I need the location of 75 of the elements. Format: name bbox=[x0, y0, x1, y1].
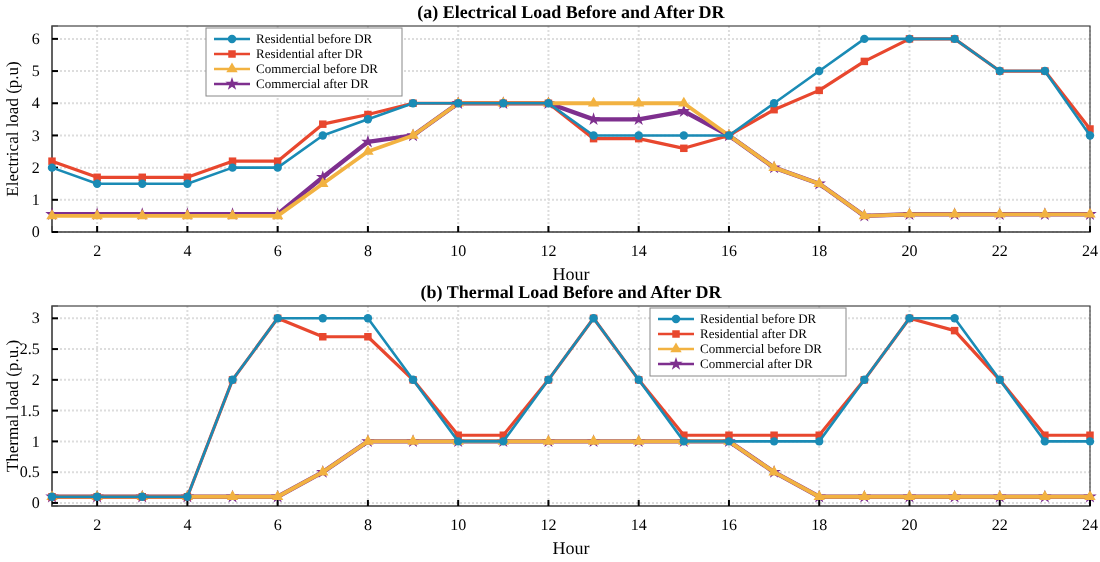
point bbox=[677, 104, 691, 118]
x-tick-label: 10 bbox=[450, 241, 467, 260]
point bbox=[950, 314, 959, 323]
point bbox=[1085, 131, 1095, 140]
y-tick-label: 4 bbox=[31, 94, 40, 113]
point bbox=[633, 96, 645, 107]
point bbox=[138, 179, 147, 188]
y-tick-label: 2 bbox=[31, 158, 40, 177]
x-tick-label: 12 bbox=[540, 241, 557, 260]
x-tick-label: 18 bbox=[811, 515, 828, 534]
y-tick-label: 3 bbox=[31, 126, 40, 145]
chart-title: (a) Electrical Load Before and After DR bbox=[417, 2, 726, 22]
x-tick-label: 14 bbox=[630, 241, 647, 260]
y-tick-label: 1.5 bbox=[19, 401, 40, 420]
x-tick-label: 22 bbox=[991, 515, 1008, 534]
x-tick-label: 6 bbox=[273, 241, 282, 260]
point bbox=[679, 131, 689, 140]
y-tick-label: 1 bbox=[31, 190, 40, 209]
x-tick-label: 20 bbox=[901, 241, 918, 260]
x-tick-label: 12 bbox=[540, 515, 557, 534]
y-tick-label: 0.5 bbox=[19, 463, 40, 482]
y-tick-label: 5 bbox=[31, 62, 40, 81]
point bbox=[183, 179, 192, 188]
point bbox=[92, 179, 102, 188]
x-tick-label: 10 bbox=[450, 515, 467, 534]
x-tick-label: 8 bbox=[363, 515, 372, 534]
point bbox=[1040, 437, 1050, 446]
x-tick-label: 4 bbox=[183, 515, 192, 534]
x-tick-label: 2 bbox=[93, 515, 102, 534]
point bbox=[318, 131, 327, 140]
x-tick-label: 20 bbox=[901, 515, 918, 534]
point bbox=[815, 66, 824, 76]
y-tick-label: 6 bbox=[31, 29, 40, 48]
y-tick-label: 1 bbox=[31, 432, 40, 451]
x-tick-label: 22 bbox=[991, 241, 1008, 260]
point bbox=[48, 157, 56, 165]
point bbox=[815, 86, 823, 95]
point bbox=[319, 120, 327, 128]
point bbox=[318, 314, 327, 323]
point bbox=[364, 333, 372, 341]
point bbox=[587, 96, 600, 107]
point bbox=[228, 163, 237, 172]
x-axis-title: Hour bbox=[552, 538, 590, 558]
x-tick-label: 4 bbox=[183, 241, 192, 260]
x-tick-label: 16 bbox=[720, 515, 737, 534]
point bbox=[680, 144, 688, 153]
y-tick-label: 2.5 bbox=[19, 340, 40, 359]
x-tick-label: 16 bbox=[720, 241, 737, 260]
y-tick-label: 0 bbox=[31, 223, 40, 242]
point bbox=[273, 163, 282, 172]
x-tick-label: 8 bbox=[363, 241, 372, 260]
x-axis-title: Hour bbox=[552, 264, 590, 284]
point bbox=[363, 314, 373, 323]
y-tick-label: 3 bbox=[31, 309, 40, 328]
y-tick-label: 2 bbox=[31, 370, 40, 389]
x-tick-label: 2 bbox=[93, 241, 102, 260]
y-axis-title: Electrical load (p.u) bbox=[2, 60, 22, 197]
point bbox=[1085, 437, 1095, 446]
point bbox=[815, 437, 824, 446]
point bbox=[363, 115, 373, 124]
x-tick-label: 18 bbox=[811, 241, 828, 260]
x-tick-label: 14 bbox=[630, 515, 647, 534]
point bbox=[319, 333, 327, 341]
y-tick-label: 0 bbox=[31, 494, 40, 513]
point bbox=[678, 96, 690, 107]
y-axis-title: Thermal load (p.u.) bbox=[2, 339, 22, 473]
point bbox=[769, 99, 779, 108]
point bbox=[362, 144, 374, 155]
chart-title: (b) Thermal Load Before and After DR bbox=[420, 282, 723, 302]
x-tick-label: 24 bbox=[1082, 515, 1098, 534]
x-tick-label: 24 bbox=[1082, 241, 1098, 260]
point bbox=[317, 177, 329, 187]
point bbox=[860, 34, 869, 44]
point bbox=[769, 437, 779, 446]
x-tick-label: 6 bbox=[273, 515, 282, 534]
